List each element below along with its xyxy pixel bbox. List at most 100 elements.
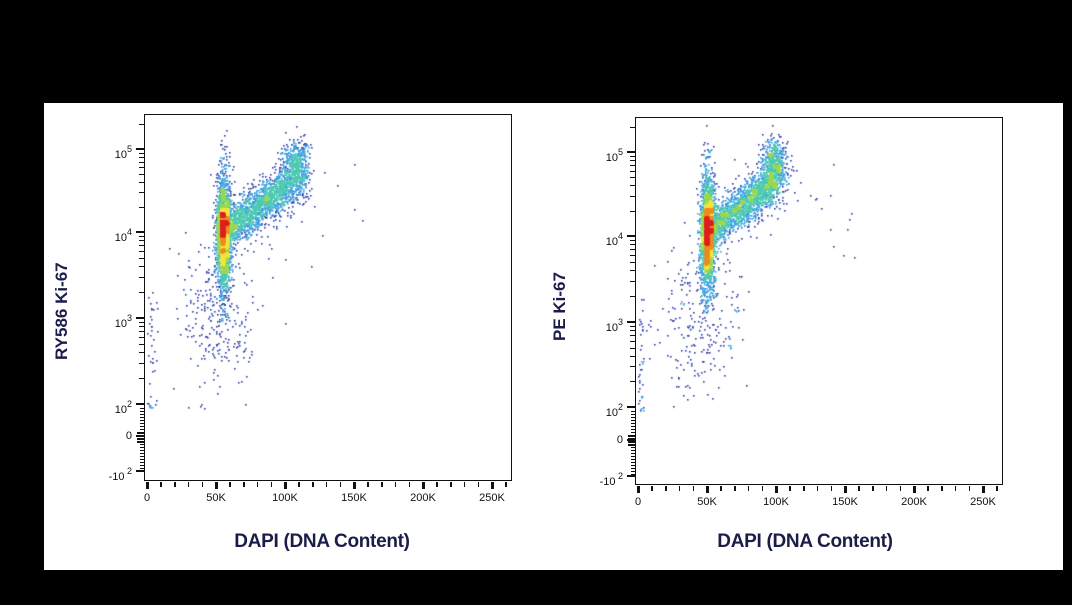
y-tick-label: 105 bbox=[583, 146, 623, 164]
y-minor-tick bbox=[630, 366, 635, 368]
y-minor-tick bbox=[630, 249, 635, 251]
x-minor-tick bbox=[692, 486, 695, 491]
y-minor-tick bbox=[630, 296, 635, 298]
y-minor-tick bbox=[631, 456, 635, 457]
y-major-tick bbox=[627, 406, 635, 408]
y-tick-label: 102 bbox=[583, 401, 623, 419]
x-minor-tick bbox=[651, 486, 653, 491]
y-tick-label: -10 2 bbox=[583, 470, 623, 488]
y-tick-exponent: 4 bbox=[617, 231, 623, 241]
y-minor-tick bbox=[630, 160, 635, 162]
y-minor-tick bbox=[631, 474, 635, 475]
x-minor-tick bbox=[830, 486, 833, 491]
x-tick-label: 150K bbox=[832, 496, 858, 508]
x-major-tick bbox=[774, 486, 778, 493]
y-tick-label: 103 bbox=[583, 316, 623, 334]
y-minor-tick bbox=[630, 195, 635, 197]
y-tick-exponent: 5 bbox=[617, 147, 623, 157]
y-minor-tick bbox=[630, 270, 635, 272]
y-minor-tick bbox=[631, 447, 635, 448]
x-minor-tick bbox=[720, 486, 722, 491]
y-minor-tick bbox=[630, 330, 635, 332]
y-minor-tick bbox=[630, 261, 635, 263]
y-minor-tick bbox=[631, 471, 635, 472]
y-major-tick bbox=[627, 475, 635, 477]
x-minor-tick bbox=[761, 486, 764, 491]
y-minor-tick bbox=[630, 244, 635, 246]
x-minor-tick bbox=[941, 486, 943, 491]
x-minor-tick bbox=[734, 486, 736, 491]
y-minor-tick bbox=[631, 420, 635, 421]
y-minor-tick bbox=[628, 444, 635, 446]
y-minor-tick bbox=[631, 423, 635, 424]
x-minor-tick bbox=[747, 486, 750, 491]
x-tick-label: 0 bbox=[634, 496, 642, 508]
y-minor-tick bbox=[630, 280, 635, 282]
y-minor-tick bbox=[630, 255, 635, 257]
x-axis-label-right: DAPI (DNA Content) bbox=[717, 531, 893, 552]
y-major-tick bbox=[627, 439, 635, 441]
y-tick-base: 10 bbox=[605, 322, 618, 334]
y-minor-tick bbox=[628, 441, 635, 443]
y-minor-tick bbox=[631, 426, 635, 427]
y-minor-tick bbox=[630, 355, 635, 357]
x-tick-label: 200K bbox=[901, 496, 927, 508]
y-minor-tick bbox=[628, 435, 635, 437]
x-minor-tick bbox=[816, 486, 819, 491]
x-minor-tick bbox=[872, 486, 874, 491]
y-minor-tick bbox=[631, 459, 635, 460]
x-major-tick bbox=[981, 486, 985, 493]
x-major-tick bbox=[705, 486, 709, 493]
x-minor-tick bbox=[789, 486, 791, 491]
y-major-tick bbox=[627, 151, 635, 153]
x-major-tick bbox=[636, 486, 640, 493]
x-minor-tick bbox=[885, 486, 888, 491]
y-minor-tick bbox=[630, 340, 635, 342]
y-minor-tick bbox=[631, 468, 635, 469]
x-tick-label: 100K bbox=[763, 496, 789, 508]
x-tick-label: 50K bbox=[697, 496, 717, 508]
x-minor-tick bbox=[899, 486, 902, 491]
y-minor-tick bbox=[631, 432, 635, 433]
x-tick-label: 250K bbox=[970, 496, 996, 508]
y-minor-tick bbox=[631, 429, 635, 430]
y-minor-tick bbox=[630, 381, 635, 383]
y-minor-tick bbox=[628, 438, 635, 440]
x-minor-tick bbox=[954, 486, 957, 491]
x-major-tick bbox=[843, 486, 847, 493]
y-minor-tick bbox=[631, 411, 635, 412]
y-tick-exponent: 2 bbox=[617, 402, 623, 412]
y-minor-tick bbox=[630, 347, 635, 349]
y-minor-tick bbox=[630, 210, 635, 212]
x-minor-tick bbox=[665, 486, 667, 491]
y-tick-exponent: 3 bbox=[617, 317, 623, 327]
y-minor-tick bbox=[631, 414, 635, 415]
x-major-tick bbox=[912, 486, 916, 493]
y-minor-tick bbox=[630, 127, 635, 128]
y-minor-tick bbox=[630, 335, 635, 337]
y-minor-tick bbox=[631, 417, 635, 418]
y-major-tick bbox=[627, 321, 635, 323]
y-tick-exponent: 2 bbox=[615, 471, 623, 481]
y-minor-tick bbox=[630, 177, 635, 179]
y-tick-base: 10 bbox=[605, 236, 618, 248]
x-minor-tick bbox=[858, 486, 860, 491]
y-minor-tick bbox=[630, 165, 635, 166]
y-minor-tick bbox=[631, 453, 635, 454]
y-minor-tick bbox=[631, 462, 635, 463]
y-tick-label: 104 bbox=[583, 230, 623, 248]
y-tick-base: 10 bbox=[605, 407, 618, 419]
y-minor-tick bbox=[630, 155, 635, 157]
x-minor-tick bbox=[803, 486, 805, 491]
y-tick-label: 0 bbox=[583, 434, 623, 446]
x-minor-tick bbox=[996, 486, 998, 491]
y-minor-tick bbox=[630, 239, 635, 241]
y-tick-base: 0 bbox=[616, 434, 623, 446]
x-minor-tick bbox=[968, 486, 971, 491]
y-tick-base: 10 bbox=[605, 152, 618, 164]
x-minor-tick bbox=[678, 486, 681, 491]
y-major-tick bbox=[627, 235, 635, 237]
y-tick-base: -10 bbox=[599, 476, 616, 488]
